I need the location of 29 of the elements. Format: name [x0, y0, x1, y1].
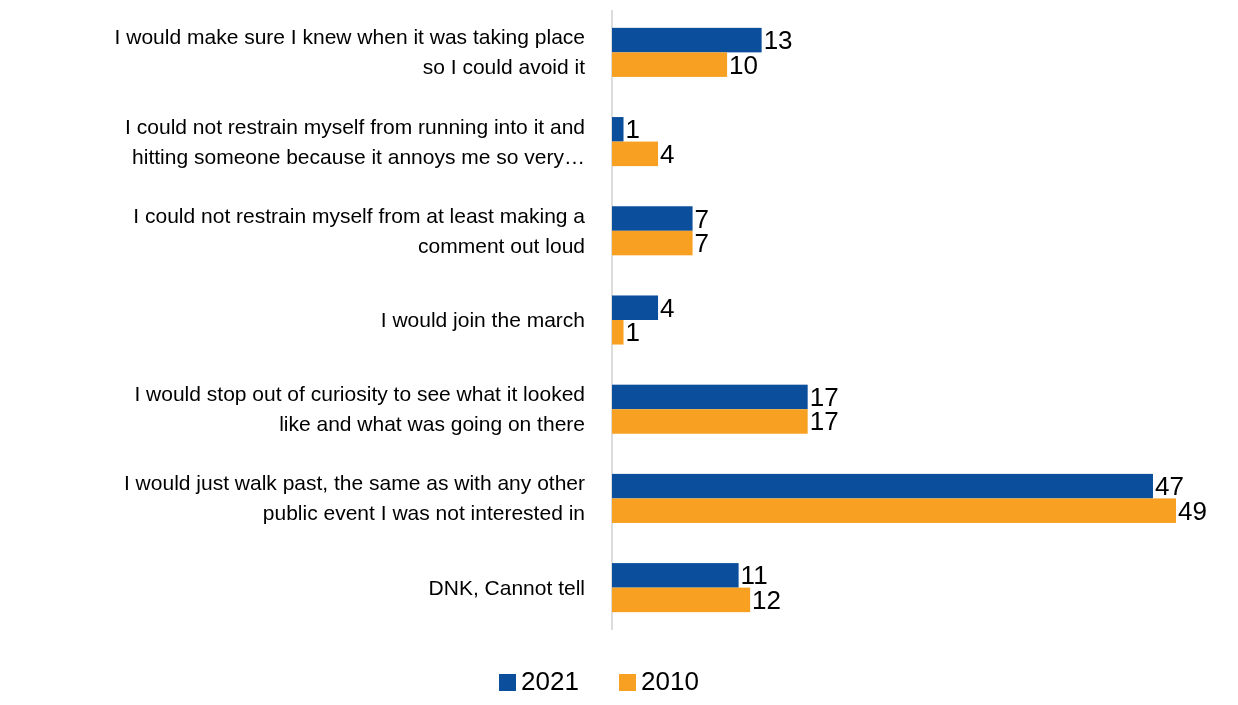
- y-tick-label: DNK, Cannot tell: [428, 575, 585, 599]
- bar: [612, 587, 751, 613]
- bar: [612, 230, 693, 256]
- y-tick-label: I would stop out of curiosity to see what it looked like and what was going on there: [134, 382, 585, 436]
- data-label: 4: [660, 292, 675, 323]
- bar: [612, 384, 808, 410]
- bar: [612, 563, 739, 588]
- y-tick-label: I would join the march: [380, 308, 585, 331]
- bar: [612, 498, 1176, 523]
- bar: [612, 117, 624, 142]
- legend-label: 2021: [521, 666, 579, 696]
- y-tick-label: I would make sure I knew when it was taking place so I could avoid it: [114, 25, 586, 79]
- bar: [612, 295, 659, 320]
- data-label: 10: [729, 49, 759, 80]
- y-tick-label: I would just walk past, the same as with any other public event I was not interested in: [123, 471, 585, 525]
- bar: [612, 52, 728, 77]
- bar: [612, 141, 659, 167]
- bar: [612, 27, 762, 53]
- bar: [612, 473, 1153, 499]
- legend-label: 2010: [641, 666, 699, 696]
- bar: [612, 206, 693, 231]
- bar: [612, 409, 808, 434]
- y-tick-label: I could not restrain myself from running into it and hitting someone because it annoys me so very…: [125, 114, 585, 168]
- data-label: 13: [763, 25, 793, 56]
- y-tick-label: I could not restrain myself from at least making a comment out loud: [133, 203, 586, 257]
- bar: [612, 320, 624, 345]
- data-label: 1: [625, 114, 640, 145]
- data-label: 1: [625, 317, 640, 348]
- data-label: 4: [660, 138, 675, 169]
